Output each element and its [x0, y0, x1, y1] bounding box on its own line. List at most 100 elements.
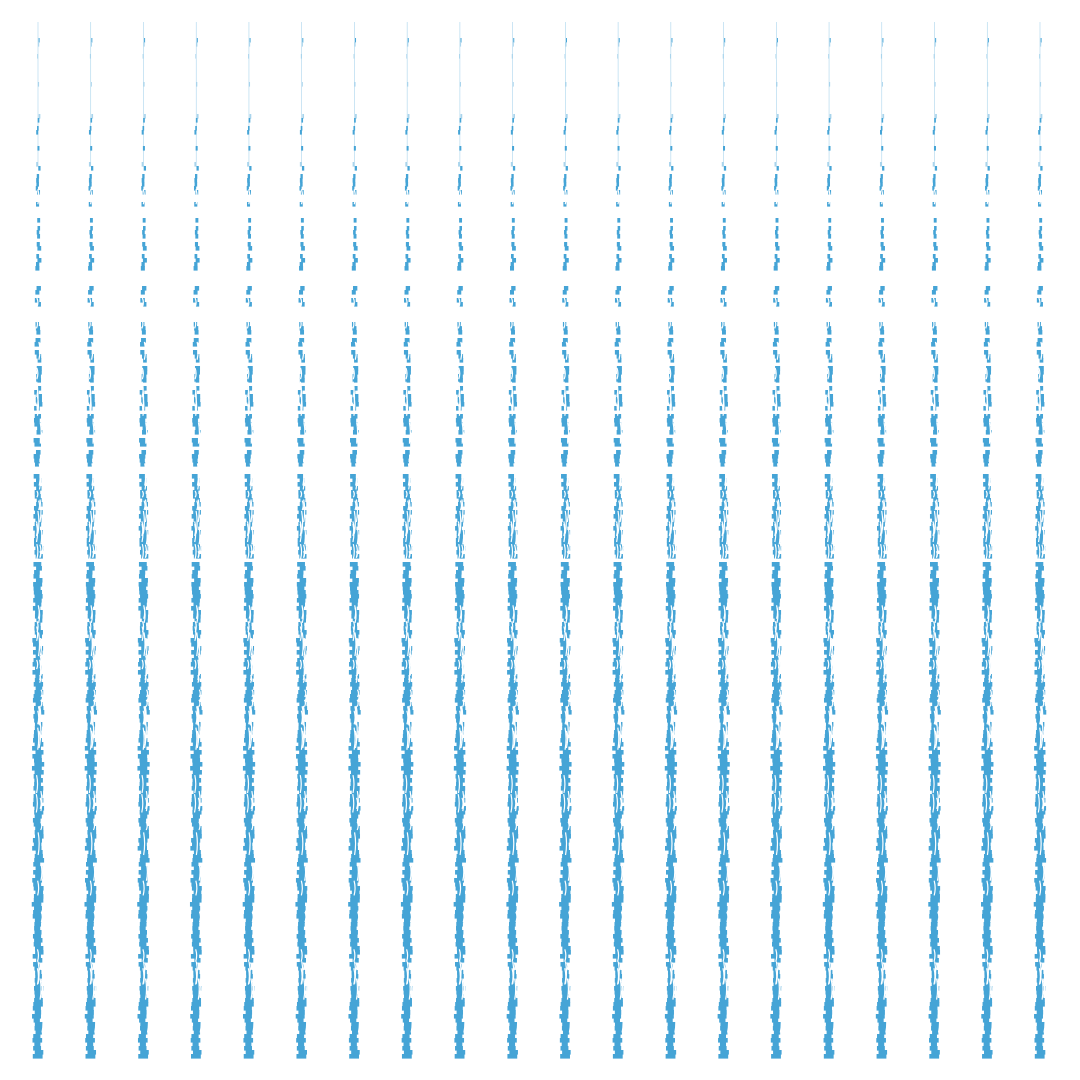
stripe-segment: [513, 114, 515, 119]
stripe-segment: [773, 790, 782, 795]
stripe-segment: [89, 54, 91, 59]
stripe-segment: [776, 82, 778, 87]
stripe-segment: [139, 794, 149, 799]
stripe-segment: [929, 914, 939, 919]
stripe-segment: [86, 842, 95, 847]
stripe-segment: [89, 182, 92, 187]
stripe-segment: [612, 1006, 622, 1011]
stripe-tip: [195, 1055, 198, 1057]
stripe-segment: [405, 254, 409, 259]
stripe-segment: [36, 498, 42, 503]
stripe-segment: [824, 822, 833, 827]
stripe-segment: [402, 870, 412, 875]
stripe-segment: [562, 950, 571, 955]
stripe-segment: [139, 482, 146, 487]
stripe-segment: [510, 378, 516, 383]
stripe-segment: [508, 942, 516, 947]
stripe-segment: [194, 182, 198, 187]
stripe-segment: [881, 146, 884, 151]
stripe-segment: [459, 118, 462, 123]
stripe-segment: [564, 258, 569, 263]
stripe-segment: [774, 374, 780, 379]
stripe-segment: [828, 386, 833, 391]
stripe-segment: [350, 1026, 359, 1031]
stripe-highlight: [673, 652, 676, 676]
stripe-segment: [404, 702, 412, 707]
stripe-segment: [719, 482, 726, 487]
stripe-segment: [935, 114, 937, 119]
stripe-segment: [191, 582, 201, 587]
stripe-segment: [455, 1046, 463, 1051]
stripe-segment: [142, 54, 144, 59]
stripe-segment: [510, 486, 517, 491]
stripe-segment: [454, 934, 464, 939]
stripe-segment: [33, 862, 41, 867]
stripe-segment: [507, 882, 516, 887]
stripe-segment: [455, 906, 464, 911]
stripe-segment: [616, 486, 622, 491]
stripe-segment: [33, 870, 43, 875]
stripe-highlight: [142, 880, 145, 896]
stripe-segment: [934, 166, 938, 171]
stripe-segment: [138, 914, 148, 919]
stripe-segment: [876, 910, 886, 915]
stripe-highlight: [619, 674, 622, 683]
stripe-segment: [617, 258, 622, 263]
stripe-segment: [351, 630, 360, 635]
stripe-segment: [245, 390, 250, 395]
stripe-segment: [719, 810, 729, 815]
stripe-segment: [928, 902, 938, 907]
stripe-segment: [456, 858, 466, 863]
stripe-highlight: [409, 821, 412, 831]
stripe-highlight: [620, 863, 623, 881]
stripe-highlight: [458, 367, 461, 380]
stripe-segment: [193, 790, 202, 795]
stripe-segment: [824, 842, 833, 847]
stripe-segment: [296, 526, 304, 531]
stripe-segment: [35, 890, 44, 895]
stripe-highlight: [668, 794, 671, 813]
stripe-highlight: [563, 543, 566, 560]
stripe-segment: [825, 986, 835, 991]
stripe-segment: [718, 670, 727, 675]
stripe-segment: [772, 930, 780, 935]
stripe-segment: [87, 990, 94, 995]
stripe-segment: [141, 378, 147, 383]
stripe-segment: [36, 162, 39, 167]
stripe-segment: [929, 582, 939, 587]
stripe-segment: [506, 846, 517, 851]
stripe-segment: [929, 598, 939, 603]
stripe-segment: [297, 926, 304, 931]
stripe-segment: [719, 938, 729, 943]
stripe-segment: [300, 230, 303, 235]
stripe-segment: [245, 994, 253, 999]
stripe-segment: [669, 430, 676, 435]
stripe-highlight: [616, 319, 619, 329]
stripe-segment: [934, 358, 938, 363]
stripe-highlight: [828, 189, 831, 205]
stripe-segment: [248, 54, 250, 59]
stripe-segment: [455, 942, 463, 947]
stripe-segment: [613, 870, 623, 875]
stripe-highlight: [563, 774, 566, 794]
stripe-segment: [932, 702, 940, 707]
stripe-highlight: [723, 706, 727, 725]
stripe-segment: [666, 418, 673, 423]
stripe-highlight: [141, 659, 144, 670]
stripe-segment: [458, 182, 461, 187]
stripe-segment: [244, 894, 255, 899]
stripe-segment: [299, 702, 307, 707]
stripe-segment: [90, 226, 93, 231]
stripe-segment: [32, 1006, 41, 1011]
stripe-segment: [509, 874, 517, 879]
stripe-segment: [34, 390, 39, 395]
stripe-segment: [247, 366, 253, 371]
stripe-segment: [824, 1034, 832, 1039]
stripe-segment: [825, 830, 835, 835]
stripe-segment: [32, 746, 41, 751]
stripe-segment: [298, 762, 308, 767]
stripe-segment: [825, 458, 831, 463]
stripe-tip: [669, 1055, 672, 1057]
stripe-segment: [773, 866, 781, 871]
stripe-segment: [877, 482, 885, 487]
